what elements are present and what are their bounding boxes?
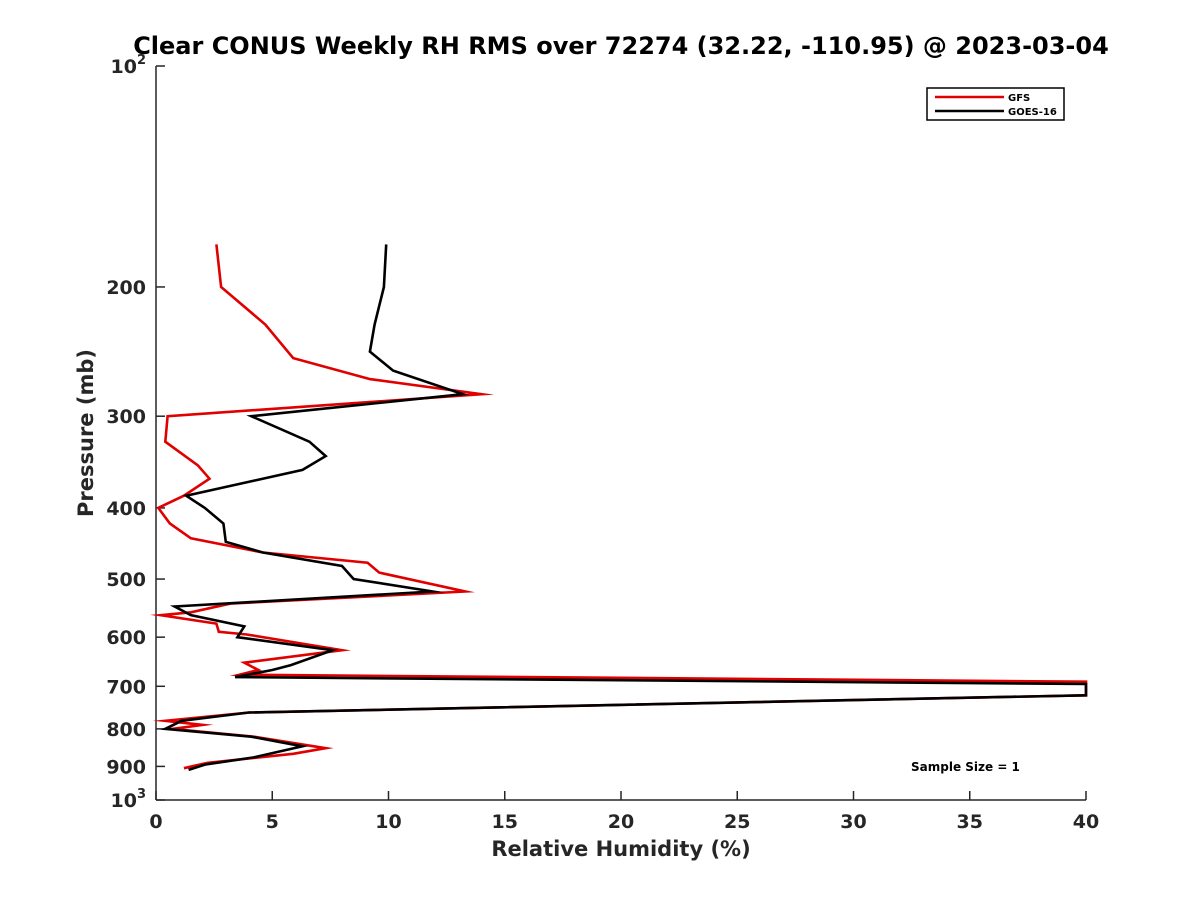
y-tick-label: 102 <box>111 53 147 78</box>
y-tick-label: 700 <box>106 676 146 698</box>
x-tick-label: 30 <box>840 811 866 833</box>
legend-label-gfs: GFS <box>1008 93 1030 104</box>
y-axis-label: Pressure (mb) <box>74 349 98 517</box>
x-tick-label: 0 <box>149 811 162 833</box>
x-axis-ticks: 0 5 10 15 20 25 30 35 40 <box>149 791 1099 833</box>
x-tick-label: 25 <box>724 811 750 833</box>
x-tick-label: 35 <box>957 811 983 833</box>
y-tick-label: 900 <box>106 756 146 778</box>
y-tick-label: 800 <box>106 719 146 741</box>
y-axis-ticks: 102 200 300 400 500 600 700 800 900 103 <box>106 53 165 812</box>
x-tick-label: 5 <box>266 811 279 833</box>
y-tick-label: 103 <box>111 787 147 812</box>
x-tick-label: 40 <box>1073 811 1099 833</box>
sample-size-annotation: Sample Size = 1 <box>911 760 1020 774</box>
x-axis-label: Relative Humidity (%) <box>491 837 750 861</box>
y-tick-label: 200 <box>106 277 146 299</box>
y-tick-label: 400 <box>106 498 146 520</box>
legend-box <box>926 87 1065 121</box>
x-tick-label: 20 <box>608 811 634 833</box>
series-layer <box>150 244 1088 772</box>
series-line-goes-16 <box>160 244 1088 772</box>
x-tick-label: 15 <box>492 811 518 833</box>
x-tick-label: 10 <box>375 811 401 833</box>
legend: GFS GOES-16 <box>926 87 1065 121</box>
y-tick-label: 500 <box>106 569 146 591</box>
y-tick-label: 600 <box>106 627 146 649</box>
chart-title: Clear CONUS Weekly RH RMS over 72274 (32… <box>133 32 1109 60</box>
legend-label-goes16: GOES-16 <box>1008 107 1057 118</box>
y-tick-label: 300 <box>106 406 146 428</box>
